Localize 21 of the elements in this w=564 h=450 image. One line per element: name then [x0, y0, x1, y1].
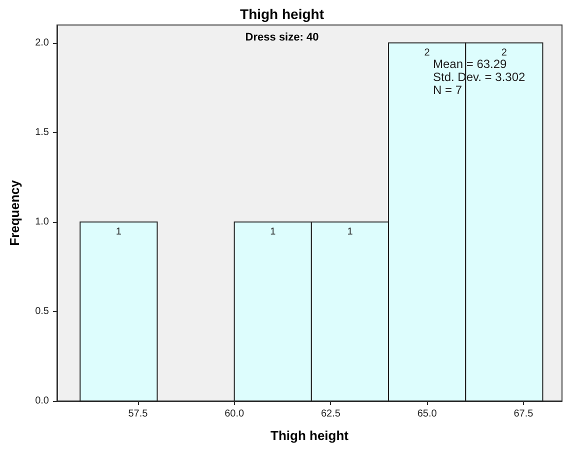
- x-tick-label: 65.0: [417, 408, 438, 420]
- y-tick-label: 2.0: [35, 37, 50, 48]
- data-label: 2: [424, 47, 430, 58]
- y-tick-label: 0.0: [35, 396, 50, 406]
- x-tick-label: 62.5: [320, 408, 341, 420]
- x-tick-label: 60.0: [224, 408, 244, 420]
- annotation: N = 7: [433, 83, 462, 97]
- y-tick-label: 0.5: [35, 306, 50, 317]
- x-tick-label: 67.5: [514, 408, 534, 420]
- y-tick-label: 1.5: [35, 126, 50, 138]
- data-label: 1: [270, 226, 276, 238]
- text: Dress size: 40: [245, 32, 319, 44]
- x-tick-label: 57.5: [128, 408, 148, 420]
- data-label: 2: [501, 47, 508, 58]
- data-label: 1: [347, 226, 354, 238]
- chart-title: Thigh height: [240, 6, 324, 22]
- annotation: Mean = 63.29: [433, 57, 508, 71]
- y-axis-title: Frequency: [7, 179, 22, 246]
- y-tick-label: 1.0: [35, 216, 50, 228]
- x-axis-title: Thigh height: [270, 428, 350, 443]
- data-label: 1: [116, 226, 122, 238]
